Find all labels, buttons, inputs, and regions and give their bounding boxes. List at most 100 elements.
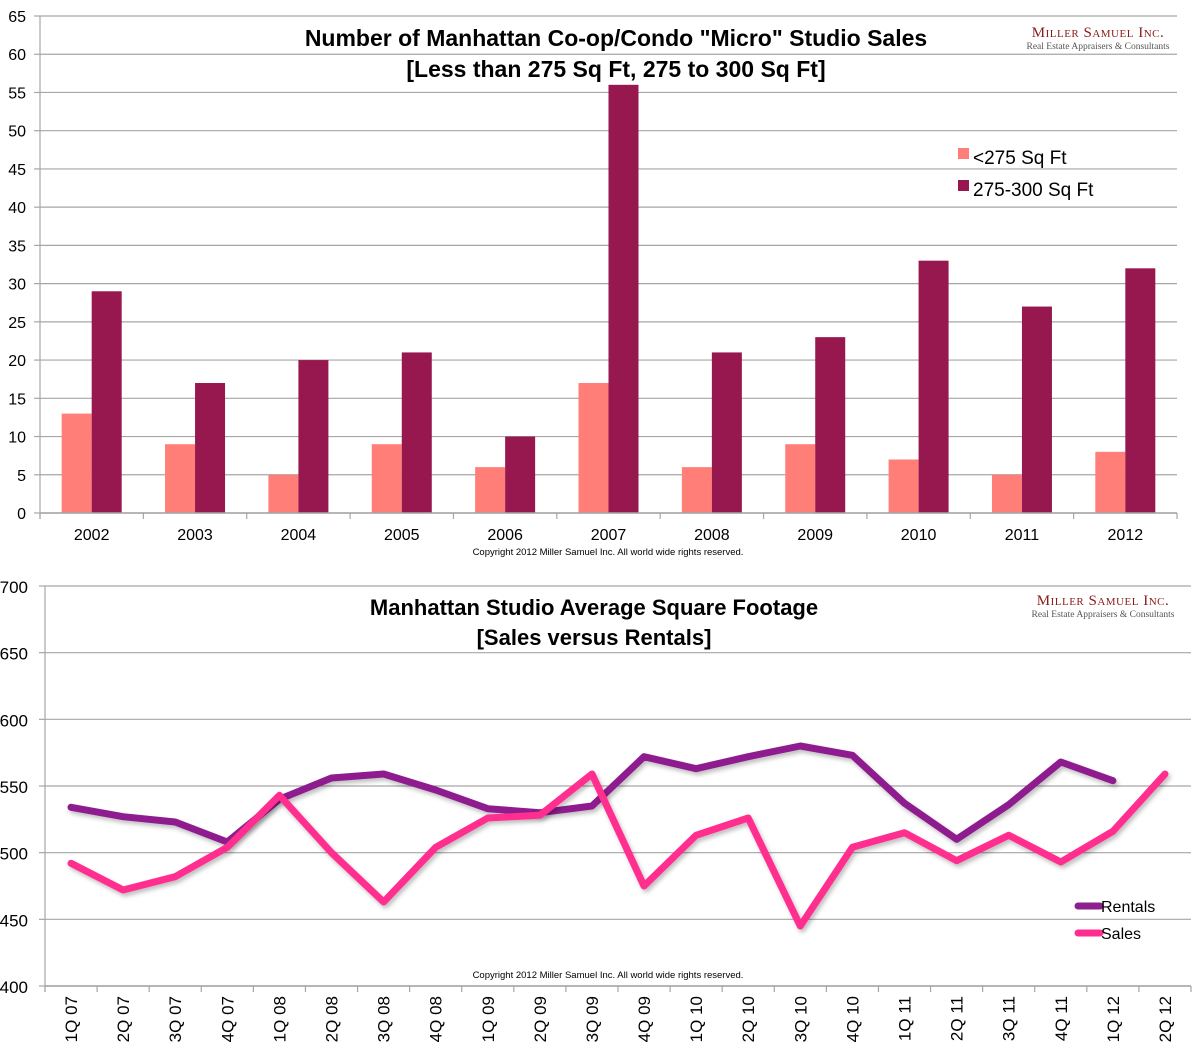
bar-275-300-2009: [815, 337, 845, 513]
top-x-tick-label: 2003: [177, 527, 213, 544]
top-y-tick-label: 10: [8, 430, 26, 447]
bottom-x-tick-label: 1Q 08: [270, 996, 289, 1042]
bottom-x-tick-label: 2Q 10: [739, 996, 758, 1042]
bar-275-300-2007: [609, 85, 639, 513]
bottom-x-tick-label: 3Q 08: [375, 996, 394, 1042]
bottom-legend: Rentals Sales: [1078, 899, 1155, 943]
bar-275-300-2002: [92, 291, 122, 513]
top-y-tick-label: 65: [8, 9, 26, 26]
bar-under-275-2008: [682, 467, 712, 513]
top-chart-title: Number of Manhattan Co-op/Condo "Micro" …: [305, 25, 927, 51]
bottom-x-tick-label: 4Q 11: [1052, 996, 1071, 1041]
bottom-x-tick-label: 1Q 11: [896, 996, 915, 1041]
top-copyright: Copyright 2012 Miller Samuel Inc. All wo…: [473, 547, 744, 558]
bar-under-275-2012: [1095, 452, 1125, 513]
top-x-tick-label: 2010: [901, 527, 937, 544]
bar-under-275-2005: [372, 444, 402, 513]
bar-under-275-2009: [785, 444, 815, 513]
bottom-y-tick-label: 700: [0, 578, 28, 597]
top-x-tick-label: 2007: [591, 527, 627, 544]
bottom-y-tick-label: 600: [0, 711, 28, 730]
top-y-tick-label: 60: [8, 47, 26, 64]
bottom-copyright: Copyright 2012 Miller Samuel Inc. All wo…: [473, 970, 744, 981]
top-y-tick-label: 0: [17, 506, 26, 523]
bar-275-300-2010: [919, 261, 949, 513]
bottom-x-tick-label: 4Q 10: [843, 996, 862, 1042]
bar-under-275-2007: [579, 383, 609, 513]
top-y-tick-label: 20: [8, 353, 26, 370]
bottom-chart-title: Manhattan Studio Average Square Footage: [370, 595, 818, 620]
bottom-x-tick-label: 3Q 09: [583, 996, 602, 1042]
top-legend-swatch: [958, 180, 969, 191]
top-legend-swatch: [958, 148, 969, 159]
bottom-x-tick-label: 2Q 12: [1156, 996, 1175, 1042]
bottom-lines: [71, 746, 1165, 926]
bottom-y-tick-label: 500: [0, 845, 28, 864]
top-x-tick-label: 2005: [384, 527, 420, 544]
top-x-tick-label: 2008: [694, 527, 730, 544]
bar-under-275-2011: [992, 475, 1022, 513]
top-y-tick-label: 25: [8, 315, 26, 332]
top-y-tick-label: 5: [17, 468, 26, 485]
line-sales: [71, 774, 1165, 926]
bottom-x-tick-label: 4Q 08: [427, 996, 446, 1042]
bottom-x-tick-label: 4Q 07: [218, 996, 237, 1042]
bar-under-275-2004: [268, 475, 298, 513]
bottom-x-tick-label: 1Q 10: [687, 996, 706, 1042]
top-legend-label: 275-300 Sq Ft: [973, 180, 1094, 201]
bottom-logo-tagline: Real Estate Appraisers & Consultants: [1031, 610, 1174, 620]
line-rentals: [71, 746, 1113, 842]
bottom-y-tick-label: 450: [0, 911, 28, 930]
bottom-logo: Miller Samuel Inc. Real Estate Appraiser…: [1031, 593, 1174, 620]
bottom-x-tick-label: 4Q 09: [635, 996, 654, 1042]
top-x-tick-label: 2006: [487, 527, 523, 544]
bottom-x-tick-label: 2Q 09: [531, 996, 550, 1042]
top-y-tick-label: 30: [8, 277, 26, 294]
bottom-x-axis-ticks: 1Q 07 2Q 07 3Q 07 4Q 07 1Q 08 2Q 08 3Q 08 4Q 08…: [45, 986, 1191, 1042]
top-x-tick-label: 2002: [74, 527, 110, 544]
top-y-tick-label: 15: [8, 391, 26, 408]
bar-275-300-2005: [402, 352, 432, 513]
bottom-x-tick-label: 2Q 11: [948, 996, 967, 1041]
top-x-axis-ticks: 2002 2003 2004 2005 2006 2007 2008 2009 2010 2011…: [40, 513, 1177, 544]
bottom-x-tick-label: 3Q 07: [166, 996, 185, 1042]
bottom-x-tick-label: 1Q 12: [1104, 996, 1123, 1042]
bottom-logo-name: Miller Samuel Inc.: [1037, 593, 1169, 609]
top-x-tick-label: 2004: [281, 527, 317, 544]
bottom-x-tick-label: 3Q 10: [791, 996, 810, 1042]
bottom-x-tick-label: 2Q 08: [323, 996, 342, 1042]
top-x-tick-label: 2012: [1108, 527, 1144, 544]
bar-275-300-2003: [195, 383, 225, 513]
bar-under-275-2002: [62, 414, 92, 513]
top-logo-name: Miller Samuel Inc.: [1032, 25, 1164, 41]
bar-275-300-2004: [298, 360, 328, 513]
top-y-tick-label: 50: [8, 124, 26, 141]
bottom-x-tick-label: 1Q 07: [62, 996, 81, 1042]
top-y-tick-label: 45: [8, 162, 26, 179]
bottom-chart-subtitle: [Sales versus Rentals]: [477, 625, 712, 650]
bar-under-275-2006: [475, 467, 505, 513]
bar-275-300-2011: [1022, 307, 1052, 513]
bar-275-300-2012: [1125, 268, 1155, 513]
bottom-legend-label: Rentals: [1101, 899, 1155, 916]
bar-under-275-2003: [165, 444, 195, 513]
top-logo: Miller Samuel Inc. Real Estate Appraiser…: [1026, 25, 1169, 52]
bottom-x-tick-label: 2Q 07: [114, 996, 133, 1042]
top-x-tick-label: 2011: [1005, 527, 1040, 544]
bar-275-300-2008: [712, 352, 742, 513]
top-x-tick-label: 2009: [797, 527, 833, 544]
bar-under-275-2010: [889, 459, 919, 513]
bottom-x-tick-label: 3Q 11: [1000, 996, 1019, 1041]
bottom-y-tick-label: 550: [0, 778, 28, 797]
bottom-x-tick-label: 1Q 09: [479, 996, 498, 1042]
top-logo-tagline: Real Estate Appraisers & Consultants: [1026, 42, 1169, 52]
top-y-tick-label: 55: [8, 85, 26, 102]
top-chart-subtitle: [Less than 275 Sq Ft, 275 to 300 Sq Ft]: [406, 56, 825, 82]
bottom-legend-label: Sales: [1101, 926, 1141, 943]
